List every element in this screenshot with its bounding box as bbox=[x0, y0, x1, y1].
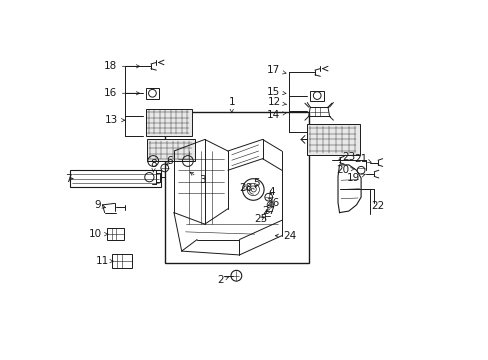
Bar bbox=[306, 124, 359, 155]
Text: 22: 22 bbox=[371, 202, 384, 211]
Text: 7: 7 bbox=[65, 174, 73, 184]
Bar bbox=[112, 254, 131, 268]
Bar bbox=[147, 139, 194, 161]
Text: 21: 21 bbox=[354, 154, 370, 164]
Text: 17: 17 bbox=[266, 65, 285, 75]
Text: 6: 6 bbox=[166, 156, 172, 166]
Bar bbox=[70, 170, 161, 187]
Text: 26: 26 bbox=[266, 198, 279, 208]
Text: 13: 13 bbox=[105, 115, 124, 125]
Text: 24: 24 bbox=[275, 231, 296, 241]
Text: 16: 16 bbox=[103, 88, 140, 98]
Text: 27: 27 bbox=[262, 206, 275, 216]
Text: 14: 14 bbox=[266, 110, 285, 120]
Text: 25: 25 bbox=[254, 214, 267, 224]
Text: 18: 18 bbox=[103, 61, 140, 71]
Text: 15: 15 bbox=[266, 87, 285, 97]
Text: 11: 11 bbox=[96, 256, 113, 266]
Bar bbox=[145, 109, 191, 136]
Text: 20: 20 bbox=[335, 165, 354, 175]
Text: 28: 28 bbox=[239, 183, 252, 193]
Bar bbox=[145, 88, 159, 99]
Text: 9: 9 bbox=[94, 200, 105, 210]
Text: 3: 3 bbox=[190, 172, 205, 185]
Bar bbox=[164, 112, 308, 263]
Text: 1: 1 bbox=[228, 97, 235, 113]
Text: 23: 23 bbox=[338, 152, 355, 162]
Text: 4: 4 bbox=[268, 187, 275, 197]
Text: 5: 5 bbox=[253, 178, 259, 188]
Text: 10: 10 bbox=[89, 229, 108, 239]
Bar bbox=[310, 91, 324, 101]
Text: 12: 12 bbox=[267, 98, 286, 108]
Text: 2: 2 bbox=[217, 275, 228, 285]
Text: 8: 8 bbox=[150, 159, 157, 172]
Bar bbox=[107, 228, 123, 240]
Text: 19: 19 bbox=[346, 173, 365, 183]
